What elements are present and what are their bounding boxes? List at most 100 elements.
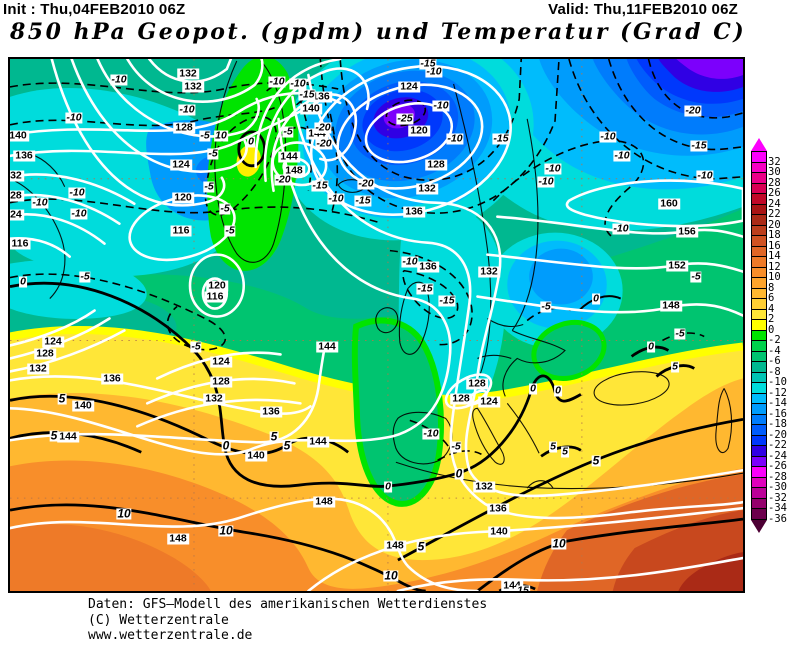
colorbar-step: 4	[752, 299, 774, 315]
colorbar-step-label: -30	[768, 481, 787, 493]
temperature-bold-label: 10	[551, 536, 567, 551]
geopotential-contour-label: 124	[10, 209, 24, 221]
graticule	[10, 59, 743, 591]
temperature-bold-label: 5	[416, 539, 426, 554]
colorbar-step-label: 8	[768, 281, 775, 294]
colorbar-step-label: 12	[768, 260, 781, 273]
colorbar-step-label: 24	[768, 197, 781, 210]
geopotential-contour-label: 128	[210, 375, 232, 388]
temperature-contour-label: -5	[203, 180, 215, 193]
geopotential-contour-label: 136	[310, 90, 332, 103]
temperature-contour-label: -5	[224, 224, 236, 237]
geopotential-contour-label: 120	[408, 124, 430, 137]
temperature-contour-label: -10	[401, 255, 419, 268]
geopotential-contour-label: 136	[101, 372, 123, 385]
temperature-bold-label: 5	[282, 438, 292, 453]
temperature-bold-label: 5	[57, 391, 67, 406]
temperature-contour-label: 15	[516, 585, 530, 591]
temperature-contour-label: -5	[190, 340, 202, 353]
temperature-contour-label: -15	[298, 88, 316, 101]
colorbar-step-label: 18	[768, 229, 781, 241]
colorbar-step-label: -34	[768, 502, 787, 514]
colorbar-step-label: -16	[768, 407, 787, 420]
colorbar-step: -6	[752, 351, 781, 367]
geopotential-contour-label: 144	[278, 150, 300, 163]
temperature-contour-label: -10	[268, 75, 286, 88]
temperature-contour-label: 0	[384, 480, 392, 493]
temperature-contour-label: -10	[68, 186, 86, 199]
colorbar-step: 12	[752, 257, 781, 273]
geopotential-contour-label: 132	[182, 80, 204, 93]
footer-data-source: Daten: GFS–Modell des amerikanischen Wet…	[88, 597, 488, 612]
temperature-contour-label: -5	[199, 129, 211, 142]
colorbar-step: -20	[752, 425, 787, 441]
temperature-contour-label: 5	[549, 440, 557, 453]
temperature-contour-label: -15	[354, 194, 372, 207]
geopotential-contour-label: 136	[403, 205, 425, 218]
geopotential-contour-label: 148	[283, 164, 305, 177]
temperature-contour-label: -10	[31, 196, 49, 209]
geopotential-contour-label: 128	[173, 121, 195, 134]
geopotential-contour-label: 136	[417, 260, 439, 273]
colorbar-boxes: 32 30 28 26 24 22 20 18 16 14 12 10 8 6 4 2 0 -2 -4 -6 -8 -10…	[751, 151, 787, 525]
temperature-contour-label: -5	[207, 147, 219, 160]
weather-map-canvas	[10, 59, 743, 591]
geopotential-contour-label: 116	[204, 290, 226, 303]
temperature-contour-label: -20	[684, 104, 702, 117]
temperature-contour-label: -5	[540, 300, 552, 313]
temperature-contour-label: -5	[690, 270, 702, 283]
temperature-bold-label: 10	[116, 506, 132, 521]
geopotential-contour-label: 148	[660, 299, 682, 312]
temperature-contour-label: 5	[561, 445, 569, 458]
colorbar-step-label: -20	[768, 428, 787, 441]
colorbar-step-label: -14	[768, 397, 787, 409]
colorbar-step-label: -26	[768, 460, 787, 472]
temperature-contour-label: -10	[599, 130, 617, 143]
colorbar-step: 0	[752, 320, 774, 336]
geopotential-contour-label: 136	[487, 502, 509, 515]
geopotential-contour-label: 148	[313, 495, 335, 508]
colorbar-step: -34	[752, 498, 787, 514]
geopotential-contour-label: 140	[245, 449, 267, 462]
init-time-label: Init : Thu,04FEB2010 06Z	[3, 1, 186, 18]
temperature-bold-label: 5	[49, 428, 59, 443]
temperature-colorbar: 32 30 28 26 24 22 20 18 16 14 12 10 8 6 4 2 0 -2 -4 -6 -8 -10…	[751, 138, 789, 533]
geopotential-contour-label: 116	[170, 224, 192, 237]
temperature-contour-label: -15	[438, 294, 456, 307]
colorbar-step-label: 16	[768, 239, 781, 252]
temperature-contour-label: -10	[65, 111, 83, 124]
temperature-contour-label: -15	[311, 179, 329, 192]
temperature-bold-label: 0	[454, 466, 464, 481]
colorbar-step-label: 26	[768, 187, 781, 199]
temperature-contour-label: -10	[612, 222, 630, 235]
colorbar-step-label: 4	[768, 302, 775, 315]
temperature-contour-label: -5	[674, 327, 686, 340]
temperature-contour-label: -10	[696, 169, 714, 182]
geopotential-contour-label: 128	[466, 377, 488, 390]
colorbar-step-label: 2	[768, 313, 775, 325]
geopotential-contour-label: 120	[206, 279, 228, 292]
geopotential-contour-label: 140	[488, 525, 510, 538]
geopotential-contour-label: 144	[307, 435, 329, 448]
geopotential-contour-label: 124	[170, 158, 192, 171]
colorbar-step-label: -36	[768, 512, 787, 525]
colorbar-step-label: -22	[768, 439, 787, 451]
colorbar-step: 16	[752, 236, 781, 252]
temperature-contour-label: -10	[425, 65, 443, 78]
colorbar-step: -16	[752, 404, 787, 420]
colorbar-step: 32	[752, 152, 781, 168]
colorbar-step-label: -6	[768, 355, 781, 367]
geopotential-contour-label: 140	[72, 399, 94, 412]
colorbar-step-label: 14	[768, 250, 781, 262]
geopotential-contour-label: 128	[450, 392, 472, 405]
geopotential-contour-label: 136	[13, 149, 35, 162]
colorbar-step: 26	[752, 183, 781, 199]
colorbar-step-label: 0	[768, 323, 775, 336]
colorbar-step: 24	[752, 194, 781, 210]
colorbar-step: 20	[752, 215, 781, 231]
colorbar-step: -26	[752, 456, 787, 472]
temperature-contour-label: -10	[446, 132, 464, 145]
temperature-contour-label: -10	[110, 73, 128, 86]
colorbar-step: 8	[752, 278, 774, 294]
